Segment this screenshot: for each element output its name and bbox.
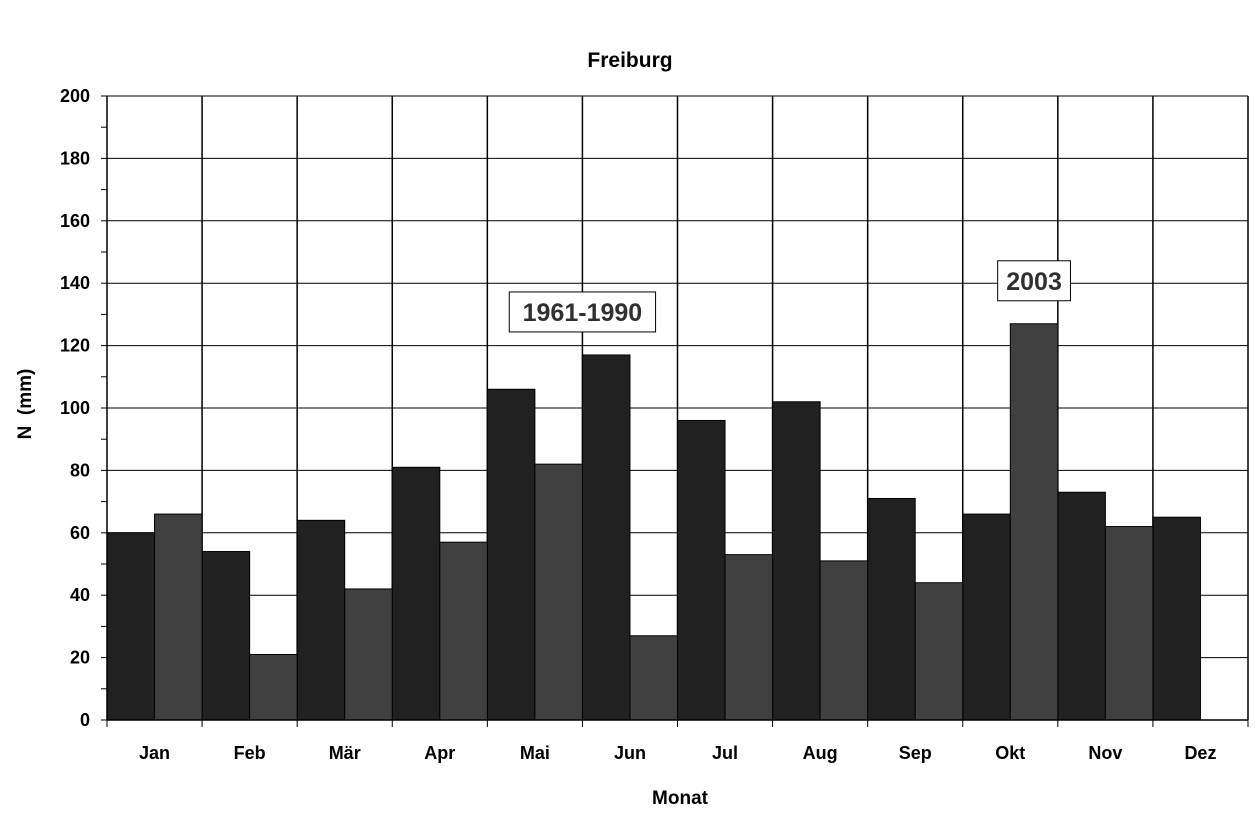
bar [914,582,964,721]
chart-title: Freiburg [587,49,672,72]
bar [486,388,536,721]
bar [439,541,488,721]
bar [106,532,156,721]
x-tick-label: Apr [424,743,455,763]
bar [534,463,583,721]
bar [724,554,774,721]
bar [962,513,1011,721]
y-tick-label: 80 [70,460,90,480]
x-tick-label: Nov [1088,743,1122,763]
annotation-box [508,291,657,333]
x-tick-label: Jul [712,743,738,763]
y-tick-label: 20 [70,648,90,668]
x-tick-label: Jun [614,743,646,763]
series-annotation-label: 1961-1990 [523,299,643,327]
y-tick-label: 160 [60,211,90,231]
series-annotation-label: 2003 [1006,268,1062,296]
y-tick-label: 200 [60,86,90,106]
x-tick-label: Mär [329,743,361,763]
x-tick-label: Mai [520,743,550,763]
bar [1057,491,1106,721]
bar [1152,516,1201,721]
x-tick-label: Okt [995,743,1025,763]
bar [772,401,821,721]
y-axis-label: N (mm) [15,369,36,440]
bar [249,653,298,721]
x-tick-label: Jan [139,743,170,763]
annotation-box [997,260,1071,302]
y-tick-label: 0 [80,710,90,730]
bar [1104,526,1154,721]
bar [344,588,393,721]
y-tick-label: 120 [60,336,90,356]
x-tick-label: Aug [803,743,838,763]
bar [154,513,203,721]
y-tick-label: 100 [60,398,90,418]
bar [677,419,726,721]
y-tick-label: 40 [70,585,90,605]
x-tick-label: Dez [1184,743,1216,763]
x-tick-label: Sep [899,743,932,763]
x-tick-label: Feb [234,743,266,763]
y-tick-label: 60 [70,523,90,543]
bar [391,466,441,721]
bar [819,560,869,721]
bar [629,635,678,721]
bar [296,519,346,721]
x-axis-label: Monat [652,788,709,809]
y-tick-label: 140 [60,273,90,293]
bar [867,497,916,721]
y-tick-label: 180 [60,148,90,168]
bar [581,354,631,721]
bar [1009,323,1059,721]
bar [201,551,251,721]
